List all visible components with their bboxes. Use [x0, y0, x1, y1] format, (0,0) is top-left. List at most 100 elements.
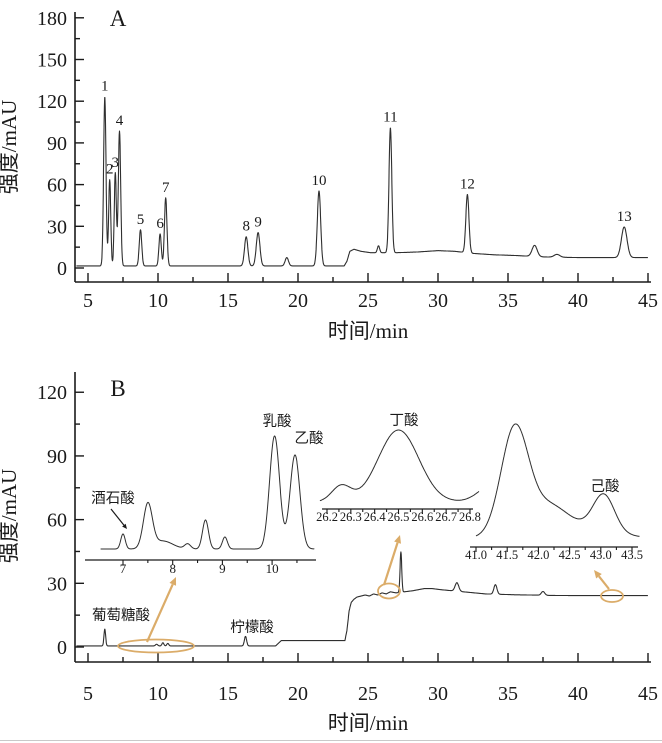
peak-number-label: 10 [312, 173, 327, 189]
x-tick-label: 20 [288, 683, 308, 705]
highlight-ellipse-caproic-region [600, 589, 624, 603]
peak-number-label: 4 [116, 113, 124, 129]
x-tick-label: 15 [218, 290, 238, 312]
x-tick-label: 40 [568, 683, 588, 705]
inset-2: 26.2 26.3 26.4 26.5 26.6 26.7 26.8 [316, 429, 481, 524]
arrow-shaft [382, 542, 399, 586]
peak-number-label: 8 [242, 219, 250, 235]
x-tick-label: 15 [218, 683, 238, 705]
y-tick-label: 30 [47, 573, 67, 595]
inset-1-trace [100, 435, 315, 550]
panel-b: 0 30 60 90 120 5 10 15 20 25 30 35 40 45 时间/min 强度/mAU B… [0, 372, 658, 735]
x-tick-label: 35 [498, 290, 518, 312]
inset-tick-label: 10 [266, 561, 279, 576]
x-tick-label: 30 [428, 683, 448, 705]
inset-tick-label: 26.4 [364, 510, 387, 524]
arrow-head-icon [394, 535, 401, 544]
y-tick-label: 90 [47, 133, 67, 155]
y-tick-label: 60 [47, 510, 67, 532]
annotation-arrow-to-inset-2 [382, 535, 401, 586]
inset-tick-label: 26.6 [411, 510, 433, 524]
highlight-ellipse-gluconic-region [117, 638, 195, 654]
x-tick-label: 10 [148, 290, 168, 312]
inset-1: 7 8 9 10 [85, 435, 316, 576]
peak-number-label: 2 [106, 162, 114, 178]
inset-tick-label: 9 [219, 561, 226, 576]
inset-tick-label: 42.5 [559, 548, 581, 562]
peak-number-label: 12 [460, 176, 475, 192]
inset-3: 41.0 41.5 42.0 42.5 43.0 43.5 [465, 423, 643, 562]
acetic-acid-label: 乙酸 [295, 430, 324, 447]
x-axis-title: 时间/min [328, 319, 409, 343]
x-tick-label: 25 [358, 290, 378, 312]
inset-tick-label: 26.2 [316, 510, 338, 524]
y-tick-label: 30 [47, 216, 67, 238]
panel-b-axes [74, 372, 651, 663]
peak-number-label: 13 [617, 209, 632, 225]
annotations [110, 508, 624, 654]
arrow-head-icon [594, 570, 602, 579]
x-tick-label: 10 [148, 683, 168, 705]
y-tick-label: 0 [57, 637, 67, 659]
annotation-arrow-to-inset-1 [145, 577, 177, 643]
inset-tick-label: 7 [120, 561, 127, 576]
tartaric-pointer-arrow [110, 508, 127, 529]
citric-acid-label: 柠檬酸 [230, 619, 274, 636]
peak-number-label: 11 [383, 110, 397, 126]
inset-tick-label: 41.0 [465, 548, 487, 562]
inset-tick-label: 41.5 [496, 548, 518, 562]
y-tick-label: 90 [47, 446, 67, 468]
arrow-shaft [145, 583, 174, 643]
y-tick-label: 150 [37, 50, 67, 72]
inset-3-trace [475, 423, 640, 537]
x-tick-label: 45 [638, 683, 658, 705]
figure-border [0, 740, 662, 741]
x-tick-label: 40 [568, 290, 588, 312]
panel-a-trace [76, 96, 649, 267]
highlight-ellipse-butyric-region [377, 582, 401, 600]
inset-tick-label: 26.5 [388, 510, 410, 524]
inset-tick-label: 26.8 [459, 510, 481, 524]
y-axis-title: 强度/mAU [0, 469, 21, 564]
x-tick-label: 5 [83, 290, 93, 312]
peak-number-label: 9 [254, 215, 262, 231]
x-tick-label: 25 [358, 683, 378, 705]
y-tick-label: 120 [37, 91, 67, 113]
y-tick-label: 0 [57, 258, 67, 280]
caproic-acid-label: 己酸 [591, 478, 620, 495]
annotation-arrow-to-inset-3 [594, 570, 610, 590]
x-tick-label: 30 [428, 290, 448, 312]
panel-a-axes [74, 12, 651, 283]
inset-tick-label: 26.3 [340, 510, 362, 524]
x-tick-label: 35 [498, 683, 518, 705]
gluconic-acid-label: 葡萄糖酸 [92, 607, 150, 624]
inset-tick-label: 42.0 [527, 548, 549, 562]
y-tick-label: 120 [37, 382, 67, 404]
x-tick-label: 20 [288, 290, 308, 312]
y-axis-title: 强度/mAU [0, 100, 21, 195]
butyric-acid-label: 丁酸 [390, 412, 419, 429]
panel-a: 0 30 60 90 120 150 180 5 10 15 20 25 30 35 40 45 时间/min 强… [0, 6, 658, 343]
inset-tick-label: 8 [169, 561, 176, 576]
inset-2-trace [319, 429, 480, 502]
arrow-head-icon [122, 523, 127, 529]
panel-letter-label: B [110, 376, 125, 401]
y-tick-label: 60 [47, 175, 67, 197]
arrow-shaft [598, 575, 610, 590]
inset-tick-label: 26.7 [435, 510, 457, 524]
arrow-head-icon [169, 577, 177, 586]
inset-tick-label: 43.0 [590, 548, 612, 562]
peak-number-label: 3 [112, 155, 120, 171]
lactic-acid-label: 乳酸 [263, 413, 292, 430]
peak-number-label: 7 [162, 180, 170, 196]
peak-number-label: 1 [101, 78, 109, 94]
arrow-shaft [110, 508, 125, 526]
x-tick-label: 45 [638, 290, 658, 312]
y-tick-label: 180 [37, 8, 67, 30]
panel-letter-label: A [110, 6, 127, 31]
panel-b-trace [76, 551, 649, 647]
x-tick-label: 5 [83, 683, 93, 705]
tartaric-acid-label: 酒石酸 [91, 490, 135, 507]
